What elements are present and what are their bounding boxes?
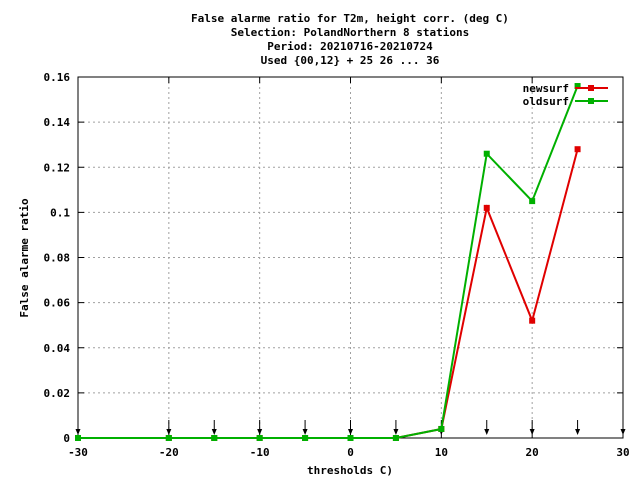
y-tick-label: 0.16 xyxy=(44,71,71,84)
legend-label-oldsurf: oldsurf xyxy=(523,95,569,108)
arrow-down-icon xyxy=(348,420,353,435)
legend-label-newsurf: newsurf xyxy=(523,82,569,95)
arrow-down-icon xyxy=(75,420,81,435)
data-point-oldsurf xyxy=(347,435,354,441)
title-line-2: Selection: PolandNorthern 8 stations xyxy=(231,26,469,39)
arrow-down-icon xyxy=(211,420,217,435)
threshold-arrow-markers xyxy=(75,420,626,435)
y-axis-ticks: 0 0.02 0.04 0.06 0.08 0.1 0.12 0.14 0.16 xyxy=(44,71,623,445)
arrow-down-icon xyxy=(257,420,263,435)
x-tick-label: 0 xyxy=(347,446,354,459)
y-tick-label: 0.12 xyxy=(44,161,71,174)
data-point-oldsurf xyxy=(75,435,81,441)
x-tick-label: -20 xyxy=(159,446,179,459)
y-axis-label: False alarme ratio xyxy=(18,198,31,318)
x-tick-label: 30 xyxy=(616,446,629,459)
arrow-down-icon xyxy=(575,420,581,435)
data-point-newsurf xyxy=(529,317,536,324)
arrow-down-icon xyxy=(302,420,308,435)
x-tick-label: 10 xyxy=(435,446,448,459)
arrow-down-icon xyxy=(484,420,490,435)
data-point-oldsurf xyxy=(256,435,263,441)
legend-marker-oldsurf xyxy=(588,98,594,104)
y-tick-label: 0.08 xyxy=(44,252,71,265)
series-line-newsurf xyxy=(78,148,579,439)
series-line-oldsurf xyxy=(78,85,579,439)
series-lines xyxy=(75,83,581,441)
y-tick-label: 0.04 xyxy=(44,342,71,355)
x-tick-label: -10 xyxy=(250,446,270,459)
y-tick-label: 0.14 xyxy=(44,116,71,129)
data-point-newsurf xyxy=(574,146,581,153)
data-point-oldsurf xyxy=(438,425,445,432)
title-line-3: Period: 20210716-20210724 xyxy=(267,40,433,53)
data-point-oldsurf xyxy=(211,435,218,441)
data-point-newsurf xyxy=(483,204,490,211)
y-tick-label: 0 xyxy=(63,432,70,445)
legend-marker-newsurf xyxy=(588,85,594,91)
data-point-oldsurf xyxy=(165,435,172,441)
arrow-down-icon xyxy=(529,420,535,435)
title-line-1: False alarme ratio for T2m, height corr.… xyxy=(191,12,509,25)
title-line-4: Used {00,12} + 25 26 ... 36 xyxy=(261,54,440,67)
x-axis-ticks: -30 -20 -10 0 10 20 30 xyxy=(68,77,630,459)
y-tick-label: 0.02 xyxy=(44,387,71,400)
grid-lines xyxy=(78,77,623,438)
arrow-down-icon xyxy=(620,420,626,435)
data-point-oldsurf xyxy=(574,83,581,90)
data-point-oldsurf xyxy=(302,435,309,441)
data-point-oldsurf xyxy=(529,198,536,205)
x-tick-label: -30 xyxy=(68,446,88,459)
arrow-down-icon xyxy=(393,420,399,435)
y-tick-label: 0.06 xyxy=(44,297,71,310)
y-tick-label: 0.1 xyxy=(50,206,70,219)
arrow-down-icon xyxy=(166,420,172,435)
data-point-oldsurf xyxy=(483,150,490,157)
x-tick-label: 20 xyxy=(526,446,539,459)
data-point-oldsurf xyxy=(392,435,399,441)
chart-title: False alarme ratio for T2m, height corr.… xyxy=(191,12,509,67)
x-axis-label: thresholds C) xyxy=(307,464,393,477)
